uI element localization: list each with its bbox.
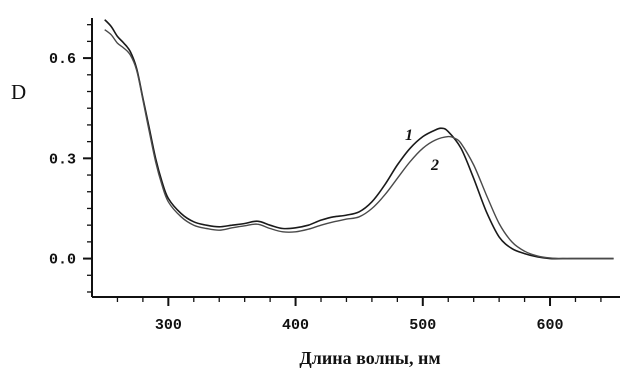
x-tick-label: 300 bbox=[155, 317, 182, 334]
curve-label-2: 2 bbox=[430, 157, 439, 174]
y-tick-label: 0.6 bbox=[49, 51, 76, 68]
x-tick-label: 600 bbox=[537, 317, 564, 334]
axes: 0.0 0.3 0.6 300 400 500 600 bbox=[49, 18, 620, 334]
labels-layer: D Длина волны, нм 1 2 bbox=[11, 80, 441, 368]
y-tick-label: 0.3 bbox=[49, 151, 76, 168]
y-tick-label: 0.0 bbox=[49, 252, 76, 269]
series-1-line bbox=[104, 19, 614, 260]
series-layer bbox=[104, 19, 614, 260]
x-tick-label: 400 bbox=[282, 317, 309, 334]
x-axis-label: Длина волны, нм bbox=[299, 348, 440, 368]
y-axis-label: D bbox=[11, 80, 26, 104]
series-2-line bbox=[104, 29, 614, 260]
x-tick-label: 500 bbox=[409, 317, 436, 334]
curve-label-1: 1 bbox=[405, 127, 413, 144]
